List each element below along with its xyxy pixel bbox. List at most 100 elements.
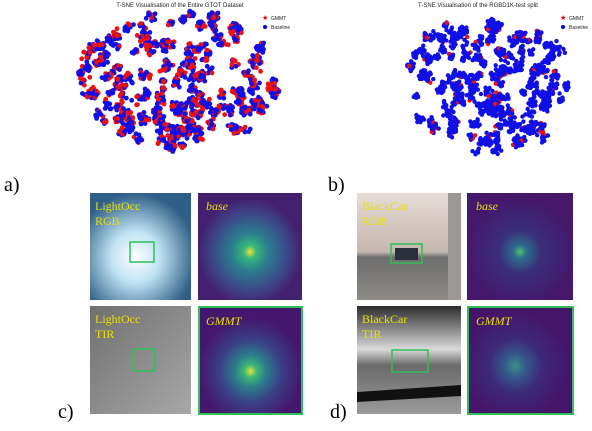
tsne-point-baseline <box>483 88 489 94</box>
tsne-point-baseline <box>129 97 135 103</box>
tsne-point-baseline <box>417 76 423 82</box>
tsne-point-baseline <box>256 47 262 53</box>
tsne-point-gmmt <box>155 141 161 147</box>
tsne-point-baseline <box>561 46 566 52</box>
tsne-point-baseline <box>490 88 495 94</box>
tsne-point-baseline <box>475 87 480 92</box>
tsne-point-gmmt <box>444 20 449 25</box>
tsne-point-baseline <box>190 102 196 108</box>
tsne-point-gmmt <box>203 58 208 63</box>
tsne-point-baseline <box>498 84 504 89</box>
tsne-point-baseline <box>410 66 415 71</box>
plot-title: T-SNE Visualisation of the Entire GTOT D… <box>116 3 244 9</box>
tsne-point-baseline <box>78 80 84 86</box>
tsne-point-baseline <box>478 110 484 115</box>
tsne-point-gmmt <box>160 85 166 91</box>
tsne-point-baseline <box>187 58 192 64</box>
tsne-point-baseline <box>450 32 455 38</box>
tsne-point-baseline <box>427 117 433 123</box>
tsne-point-baseline <box>84 59 90 65</box>
tsne-point-baseline <box>495 72 501 77</box>
tsne-point-baseline <box>536 37 542 43</box>
tsne-point-baseline <box>498 57 504 63</box>
tsne-point-baseline <box>104 35 110 41</box>
tsne-point-gmmt <box>141 36 147 42</box>
tsne-point-baseline <box>258 108 264 114</box>
tir-frame <box>90 306 191 414</box>
tsne-point-baseline <box>476 71 481 76</box>
tsne-point-gmmt <box>170 103 176 108</box>
tsne-point-baseline <box>532 102 537 107</box>
tsne-point-baseline <box>133 131 139 137</box>
tsne-point-baseline <box>528 76 533 82</box>
tsne-point-gmmt <box>493 81 498 86</box>
tsne-point-baseline <box>525 106 530 112</box>
tsne-point-baseline <box>493 63 498 68</box>
tsne-point-baseline <box>94 92 99 98</box>
tsne-point-baseline <box>476 48 481 53</box>
tsne-point-baseline <box>115 46 120 52</box>
sequence-label: BlackCar <box>362 199 407 213</box>
tsne-point-baseline <box>457 94 463 99</box>
car <box>395 248 418 260</box>
tsne-point-baseline <box>142 86 148 92</box>
tsne-point-baseline <box>94 46 100 52</box>
tsne-point-baseline <box>186 125 191 131</box>
tsne-point-baseline <box>466 55 472 60</box>
tsne-point-baseline <box>531 93 537 98</box>
legend-label: GMMT <box>569 16 584 22</box>
heatmap <box>198 193 302 300</box>
tsne-point-baseline <box>553 73 559 78</box>
tsne-point-baseline <box>529 80 534 86</box>
tsne-point-baseline <box>235 28 241 33</box>
tsne-point-baseline <box>212 37 218 43</box>
tsne-point-gmmt <box>246 107 252 113</box>
tsne-point-baseline <box>126 76 131 82</box>
tsne-point-baseline <box>161 97 167 103</box>
panel-label: a) <box>4 174 20 196</box>
tsne-point-baseline <box>557 50 562 55</box>
tsne-point-baseline <box>523 112 528 117</box>
tsne-point-gmmt <box>144 117 149 123</box>
tsne-point-baseline <box>510 42 516 47</box>
tsne-point-baseline <box>533 64 539 70</box>
tsne-point-baseline <box>471 96 476 101</box>
sequence-label: BlackCar <box>362 312 407 326</box>
tsne-point-gmmt <box>125 110 130 116</box>
tsne-point-baseline <box>521 90 526 96</box>
tsne-point-baseline <box>492 110 497 115</box>
tsne-point-baseline <box>256 94 261 100</box>
tsne-point-baseline <box>489 20 494 25</box>
tsne-point-baseline <box>454 119 460 125</box>
tsne-point-baseline <box>165 145 171 151</box>
tsne-point-gmmt <box>165 133 171 138</box>
tsne-point-baseline <box>215 10 221 16</box>
legend-marker: ★ <box>560 14 566 22</box>
tsne-point-baseline <box>475 76 480 81</box>
tsne-point-gmmt <box>204 47 210 53</box>
tsne-point-baseline <box>144 69 149 75</box>
tsne-point-baseline <box>421 43 426 48</box>
tsne-point-baseline <box>513 141 518 146</box>
tsne-point-baseline <box>129 79 135 85</box>
tsne-point-baseline <box>439 43 444 49</box>
tsne-point-gmmt <box>115 76 121 82</box>
tsne-point-baseline <box>540 126 545 131</box>
tsne-point-baseline <box>146 12 151 18</box>
heatmap <box>198 306 303 415</box>
tsne-point-baseline <box>249 99 255 104</box>
tsne-point-baseline <box>441 113 446 118</box>
tsne-point-baseline <box>455 97 461 103</box>
tsne-point-baseline <box>497 125 502 131</box>
tsne-point-baseline <box>441 47 446 52</box>
tsne-point-baseline <box>225 105 230 111</box>
tsne-point-baseline <box>98 112 104 117</box>
tsne-point-baseline <box>496 68 501 73</box>
tsne-point-gmmt <box>99 58 105 63</box>
tsne-point-baseline <box>484 130 489 135</box>
tsne-point-baseline <box>452 127 457 132</box>
tsne-point-baseline <box>535 132 540 138</box>
modality-label: TIR <box>95 327 114 341</box>
tsne-point-gmmt <box>87 50 93 55</box>
tsne-point-gmmt <box>182 70 188 76</box>
